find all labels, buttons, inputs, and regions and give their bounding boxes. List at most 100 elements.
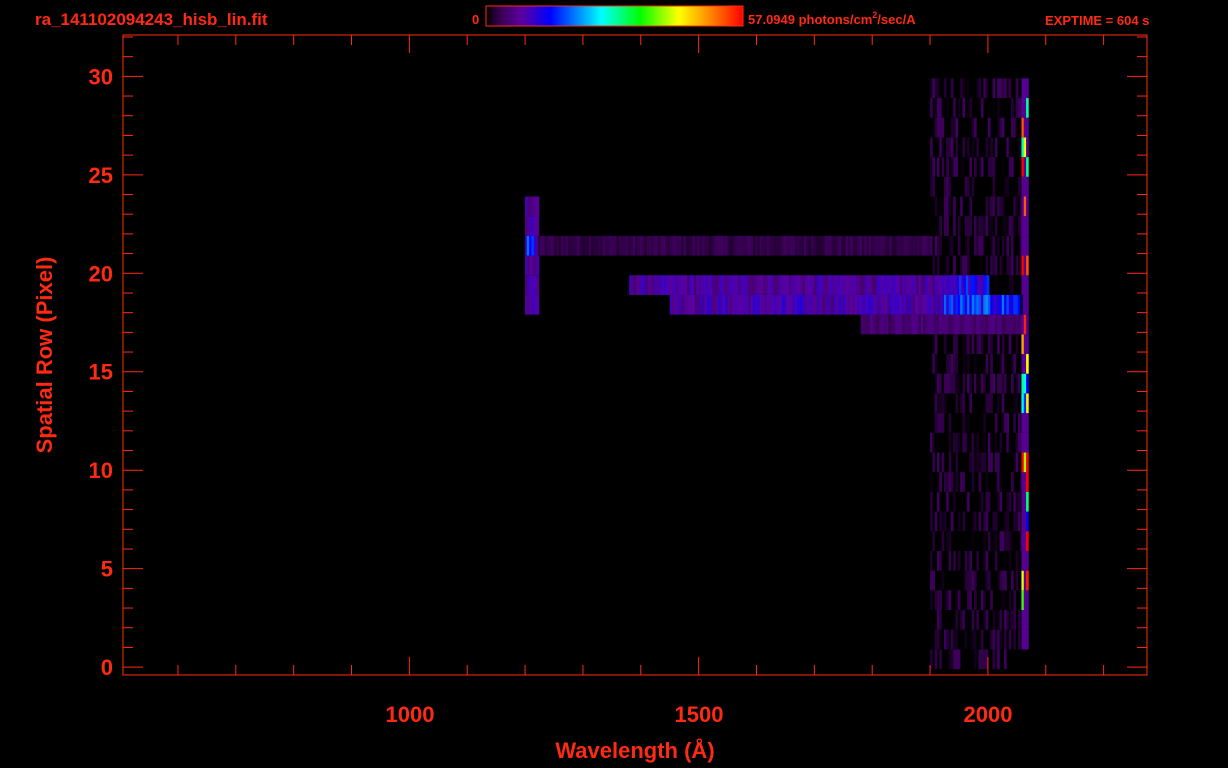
heatmap-cell [820,235,823,256]
heatmap-cell [974,235,977,256]
heatmap-cell [727,294,731,315]
heatmap-cell [971,452,975,473]
heatmap-cell [567,235,571,256]
heatmap-cell [1021,531,1025,551]
heatmap-cell [665,235,668,256]
heatmap-cell [962,255,966,276]
heatmap-cell [834,235,837,256]
heatmap-cell [1026,570,1029,591]
heatmap-cell [962,373,966,394]
heatmap-cell [983,610,986,630]
heatmap-cell [1013,629,1016,650]
heatmap-cell [1006,610,1010,630]
heatmap-cell [974,354,977,374]
heatmap-cell [957,294,961,315]
heatmap-cell [997,491,1000,512]
heatmap-cell [537,235,541,256]
heatmap-cell [978,491,982,512]
heatmap-cell [1023,137,1027,158]
heatmap-cell [976,649,979,670]
heatmap-cell [987,157,991,177]
heatmap-cell [1001,255,1005,276]
heatmap-cell [1011,275,1014,295]
heatmap-cell [976,294,979,315]
heatmap-cell [644,235,647,256]
heatmap-cell [985,216,989,236]
heatmap-cell [992,373,996,394]
heatmap-cell [1015,432,1019,453]
heatmap-cell [1013,354,1016,374]
heatmap-cell [934,393,938,414]
heatmap-cell [1004,570,1007,591]
heatmap-cell [941,98,945,118]
heatmap-cell [766,294,770,315]
heatmap-cell [980,649,984,670]
heatmap-cell [997,452,1000,473]
heatmap-cell [744,275,748,295]
heatmap-cell [735,275,739,295]
heatmap-cell [1021,137,1025,158]
heatmap-cell [920,314,924,335]
heatmap-cell [803,235,807,256]
heatmap-cell [917,294,920,315]
heatmap-cell [904,275,908,295]
heatmap-cell [970,275,974,295]
heatmap-cell [960,610,963,630]
heatmap-cell [579,235,583,256]
heatmap-cell [985,137,989,158]
heatmap-cell [971,176,975,197]
heatmap-cell [705,275,709,295]
heatmap-cell [1021,432,1025,453]
heatmap-cell [884,235,888,256]
heatmap-cell [967,413,970,433]
heatmap-cell [632,235,636,256]
heatmap-cell [1004,649,1007,670]
heatmap-cell [983,590,986,611]
heatmap-cell [974,452,977,473]
axes [123,35,1147,675]
heatmap-cell [845,235,849,256]
heatmap-cell [751,275,755,295]
heatmap-cell [577,235,580,256]
heatmap-cell [1001,235,1005,256]
heatmap-cell [905,235,909,256]
heatmap-cell [805,275,808,295]
heatmap-cell [994,649,998,670]
heatmap-cell [748,235,752,256]
heatmap-cell [1023,354,1027,374]
heatmap-cell [704,235,708,256]
heatmap-cell [946,314,949,335]
heatmap-cell [1004,413,1007,433]
heatmap-cell [781,275,785,295]
heatmap-cell [1001,117,1005,138]
heatmap-cell [1015,294,1019,315]
heatmap-cell [750,235,754,256]
heatmap-cell [955,432,959,453]
heatmap-cell [939,393,942,414]
heatmap-cell [536,255,540,276]
heatmap-cell [857,235,860,256]
heatmap-cell [964,176,968,197]
heatmap-cell [806,235,809,256]
heatmap-cell [953,334,956,355]
heatmap-cell [710,275,713,295]
heatmap-cell [958,275,962,295]
heatmap-cell [749,275,753,295]
heatmap-cell [1023,590,1027,611]
heatmap-cell [983,78,986,99]
heatmap-cell [680,275,683,295]
heatmap-cell [957,432,961,453]
heatmap-cell [529,255,533,276]
heatmap-cell [960,196,963,217]
heatmap-cell [976,610,979,630]
heatmap-cell [974,294,977,315]
heatmap-cell [948,452,952,473]
heatmap-cell [926,235,930,256]
heatmap-cell [554,235,557,256]
heatmap-cell [1026,393,1029,414]
heatmap-cell [934,275,938,295]
heatmap-cell [953,294,956,315]
heatmap-cell [955,590,959,611]
heatmap-cell [869,314,873,335]
heatmap-cell [1021,491,1025,512]
